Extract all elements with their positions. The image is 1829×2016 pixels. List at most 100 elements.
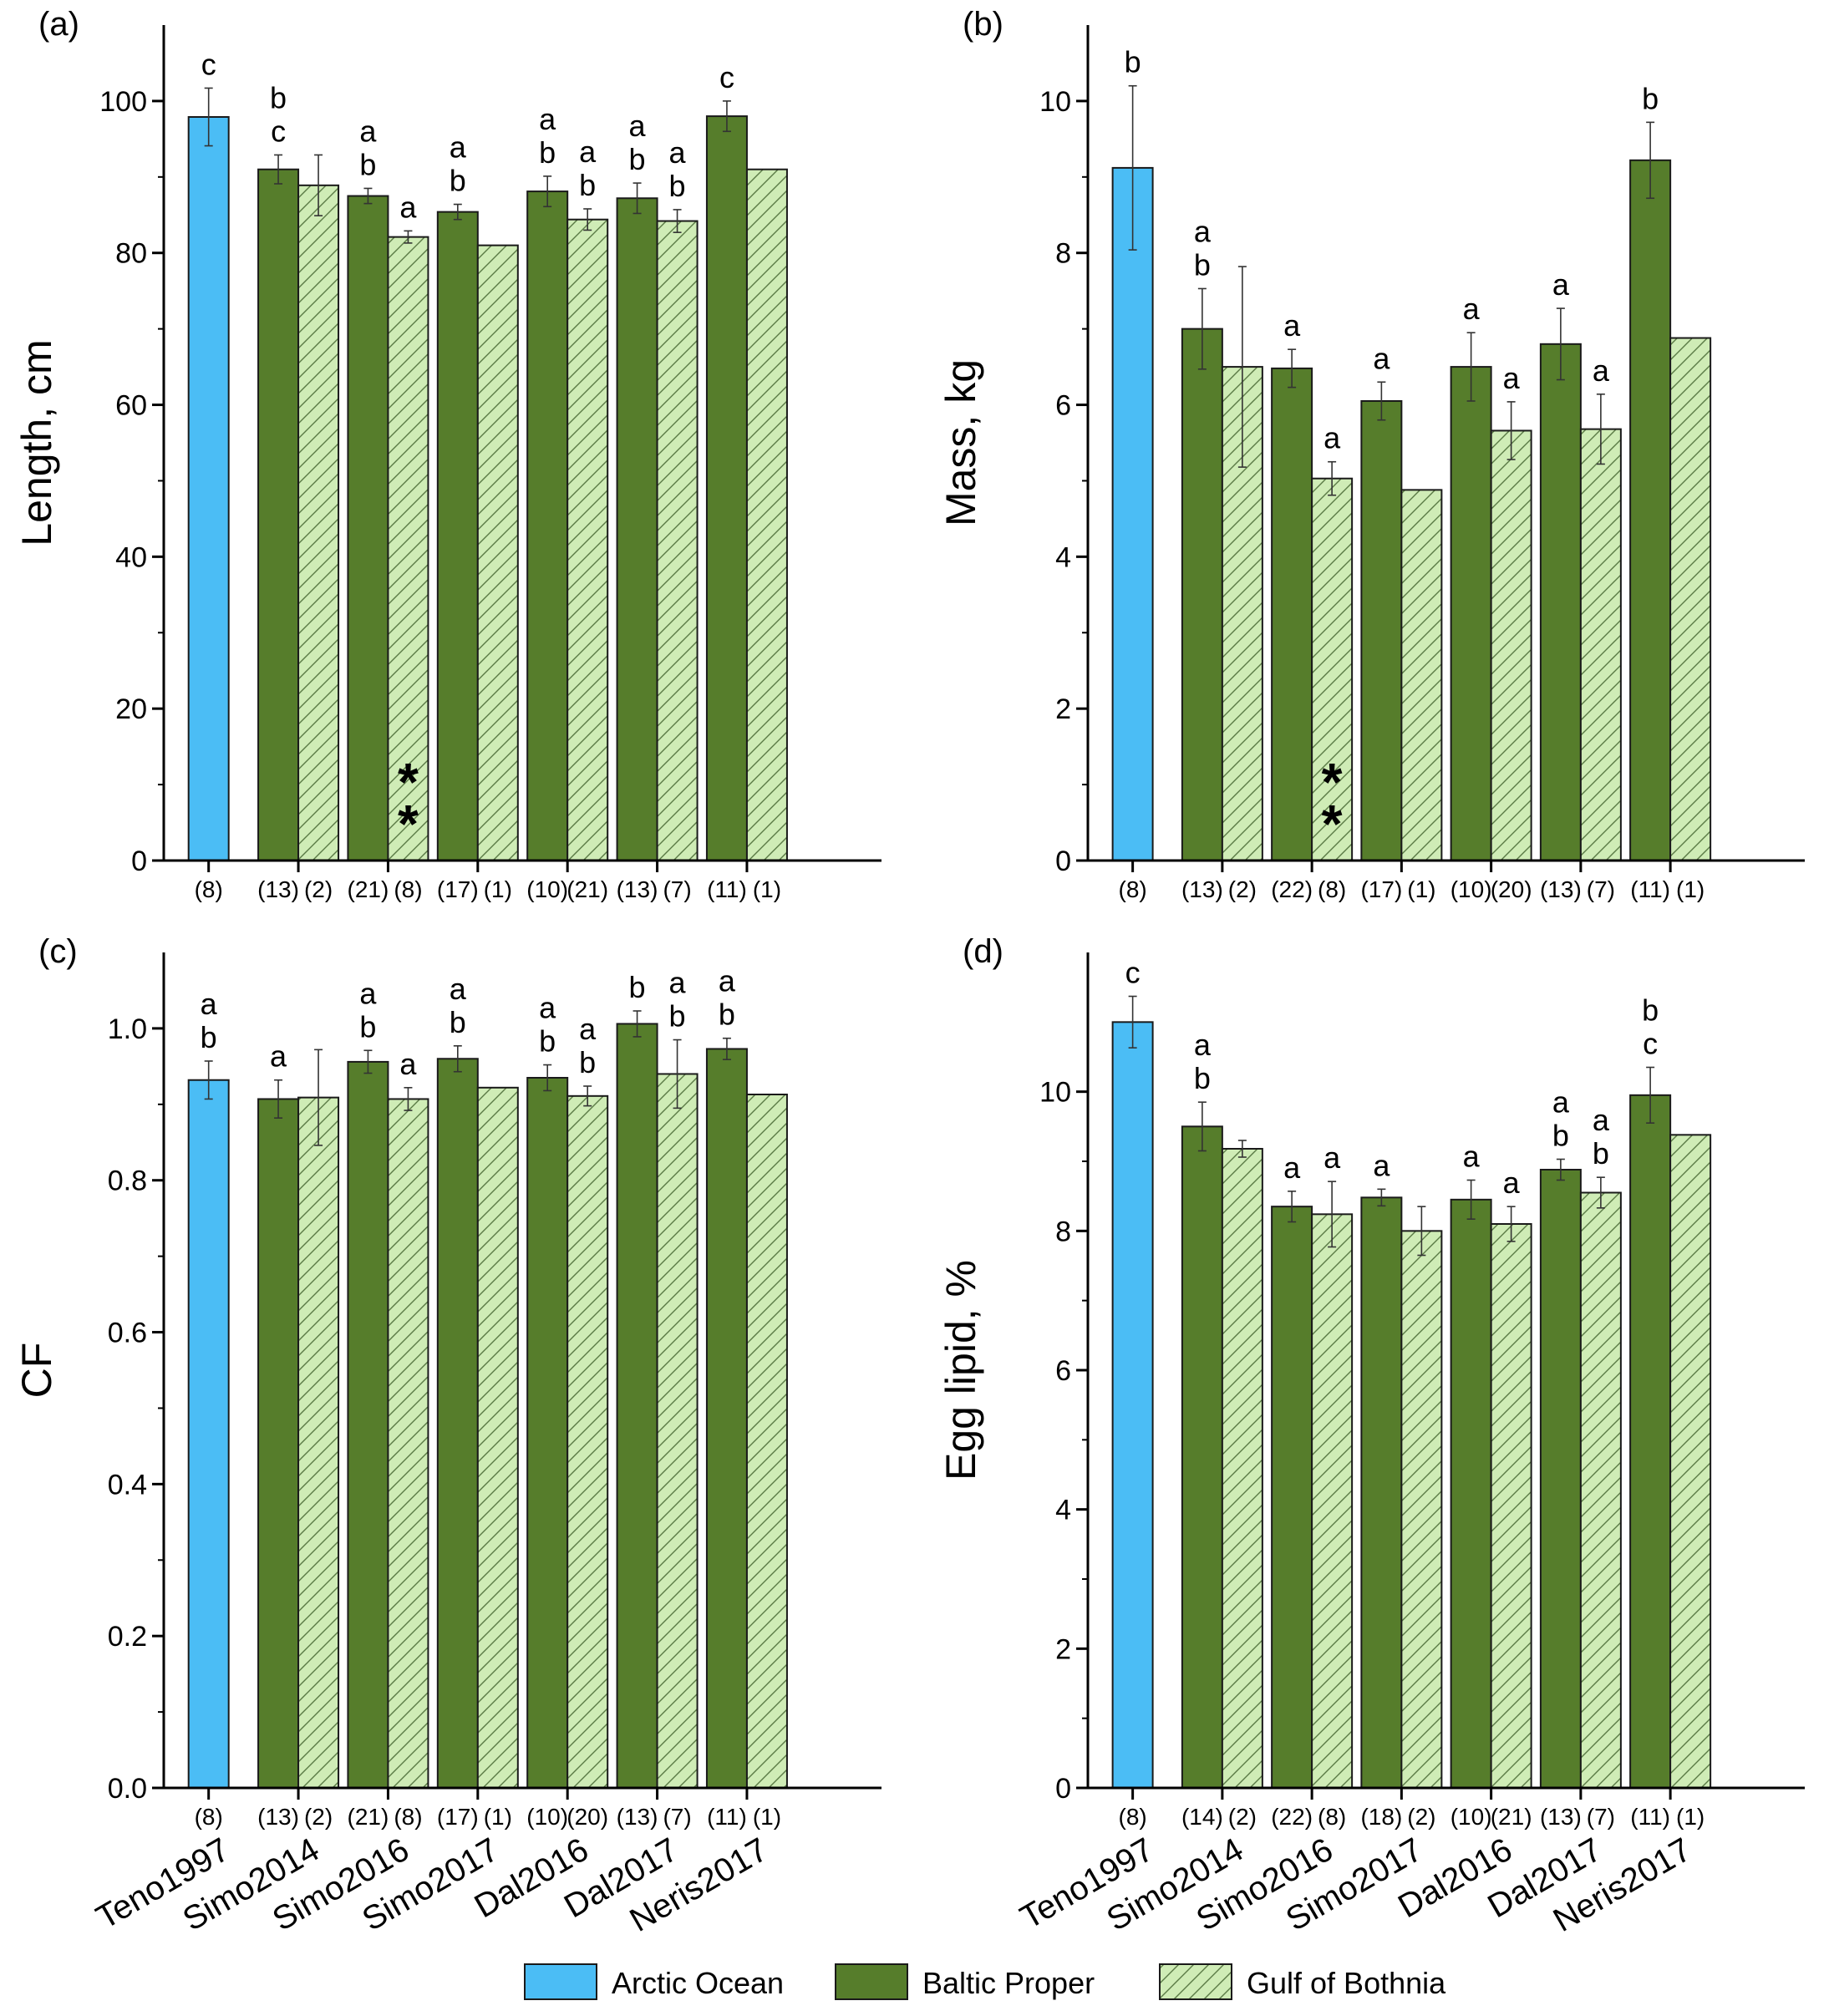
sample-size-label: (7) — [663, 876, 691, 902]
y-tick-label: 0.8 — [108, 1165, 147, 1197]
bar-dal2016-gulf-of-bothnia — [1490, 1223, 1532, 1789]
significance-letter: b — [579, 1045, 596, 1079]
significance-letter: b — [719, 998, 735, 1032]
bar-simo2017-gulf-of-bothnia — [1400, 1230, 1443, 1790]
bar-teno1997-arctic-ocean — [1111, 1021, 1154, 1790]
sample-size-label: (13) — [1540, 876, 1582, 902]
y-axis-title: Egg lipid, % — [937, 1260, 984, 1480]
significance-letter: a — [1283, 308, 1301, 343]
y-tick-label: 0 — [1055, 1773, 1071, 1805]
sample-size-label: (8) — [1318, 876, 1346, 902]
significance-letter: a — [1552, 1085, 1570, 1120]
y-tick-label: 0.6 — [108, 1318, 147, 1349]
y-tick-label: 6 — [1055, 1355, 1071, 1387]
significance-letter: b — [629, 142, 646, 176]
significance-letter: a — [1373, 1148, 1390, 1182]
sample-size-label: (10) — [1450, 876, 1492, 902]
bar-dal2017-baltic-proper — [1539, 1169, 1582, 1789]
significance-letter: b — [1593, 1136, 1609, 1170]
bar-simo2014-baltic-proper — [257, 168, 300, 861]
y-tick-label: 60 — [115, 390, 147, 422]
significance-letter: c — [201, 47, 216, 81]
y-tick-label: 4 — [1055, 1495, 1071, 1526]
bar-simo2014-gulf-of-bothnia — [297, 184, 340, 861]
significance-letter: b — [1125, 45, 1141, 79]
significance-letter: b — [359, 147, 376, 181]
significance-letter: a — [1503, 1165, 1521, 1200]
significance-letter: a — [1323, 1140, 1341, 1175]
legend-item-baltic-proper: Baltic Proper — [835, 1963, 1095, 2000]
sample-size-label: (1) — [753, 1804, 781, 1830]
sample-size-label: (1) — [484, 876, 512, 902]
bar-simo2017-baltic-proper — [1360, 400, 1403, 861]
bar-dal2016-baltic-proper — [1450, 1198, 1492, 1790]
sample-size-label: (13) — [1181, 876, 1223, 902]
significance-letter: a — [1503, 361, 1521, 395]
bar-neris2017-baltic-proper — [1629, 159, 1672, 861]
y-tick-label: 0 — [131, 846, 147, 877]
significance-letter: a — [450, 130, 467, 165]
sample-size-label: (14) — [1181, 1804, 1223, 1830]
significance-letter: b — [669, 169, 686, 203]
sample-size-label: (10) — [526, 1804, 568, 1830]
legend-label: Arctic Ocean — [612, 1966, 784, 2000]
bar-simo2017-gulf-of-bothnia — [476, 1086, 519, 1790]
sample-size-label: (13) — [257, 1804, 299, 1830]
legend-item-arctic-ocean: Arctic Ocean — [524, 1963, 784, 2000]
y-tick-label: 2 — [1055, 1633, 1071, 1665]
sample-size-label: (1) — [753, 876, 781, 902]
bar-neris2017-baltic-proper — [705, 1048, 748, 1790]
bar-simo2016-baltic-proper — [347, 1060, 389, 1789]
sample-size-label: (10) — [1450, 1804, 1492, 1830]
sample-size-label: (17) — [1360, 876, 1402, 902]
legend-swatch — [835, 1963, 908, 2000]
sample-size-label: (8) — [394, 876, 422, 902]
bar-dal2016-gulf-of-bothnia — [566, 218, 609, 861]
bar-dal2017-baltic-proper — [616, 1023, 658, 1790]
significance-letter: a — [669, 966, 687, 1000]
significance-letter: a — [201, 987, 218, 1021]
bar-simo2014-gulf-of-bothnia — [1221, 1148, 1263, 1789]
sample-size-label: (8) — [195, 876, 223, 902]
sample-size-label: (2) — [1228, 876, 1257, 902]
sample-size-label: (1) — [1676, 1804, 1705, 1830]
legend-swatch — [1159, 1963, 1232, 2000]
bar-neris2017-baltic-proper — [1629, 1094, 1672, 1790]
y-tick-label: 0.0 — [108, 1773, 147, 1805]
bar-simo2014-baltic-proper — [1181, 328, 1223, 861]
significance-letter: a — [399, 190, 417, 224]
sample-size-label: (18) — [1360, 1804, 1402, 1830]
significance-letter: b — [1194, 247, 1211, 282]
sample-size-label: (1) — [1407, 876, 1435, 902]
sample-size-label: (21) — [348, 1804, 389, 1830]
sample-size-label: (20) — [566, 1804, 608, 1830]
bar-dal2016-baltic-proper — [526, 1077, 569, 1789]
significance-letter: a — [399, 1047, 417, 1081]
significance-letter: b — [669, 999, 686, 1033]
panel-label: (c) — [38, 933, 78, 970]
legend-swatch — [524, 1963, 597, 2000]
significance-letter: b — [539, 135, 556, 170]
legend: Arctic Ocean Baltic Proper Gulf of Bothnia — [524, 1963, 1446, 2000]
bar-simo2014-baltic-proper — [257, 1098, 300, 1790]
bar-simo2017-baltic-proper — [436, 1058, 479, 1789]
y-tick-label: 10 — [1039, 86, 1071, 118]
significance-letter: b — [579, 168, 596, 202]
significance-letter: a — [579, 1012, 597, 1046]
significance-letter: a — [450, 972, 467, 1006]
bar-teno1997-arctic-ocean — [1111, 166, 1154, 861]
panel-c: 0.00.20.40.60.81.0CF(c)ab(8)a(13) (2)ab(2… — [13, 933, 881, 1939]
significance-letter: b — [539, 1024, 556, 1059]
y-tick-label: 0.4 — [108, 1469, 147, 1501]
significance-letter: a — [669, 135, 687, 170]
legend-label: Baltic Proper — [922, 1966, 1095, 2000]
sample-size-label: (13) — [257, 876, 299, 902]
bar-dal2016-baltic-proper — [526, 190, 569, 862]
sample-size-label: (8) — [1119, 876, 1147, 902]
bar-simo2016-baltic-proper — [1271, 1206, 1313, 1789]
sample-size-label: (1) — [484, 1804, 512, 1830]
significance-letter: b — [450, 164, 466, 198]
y-tick-label: 80 — [115, 238, 147, 270]
